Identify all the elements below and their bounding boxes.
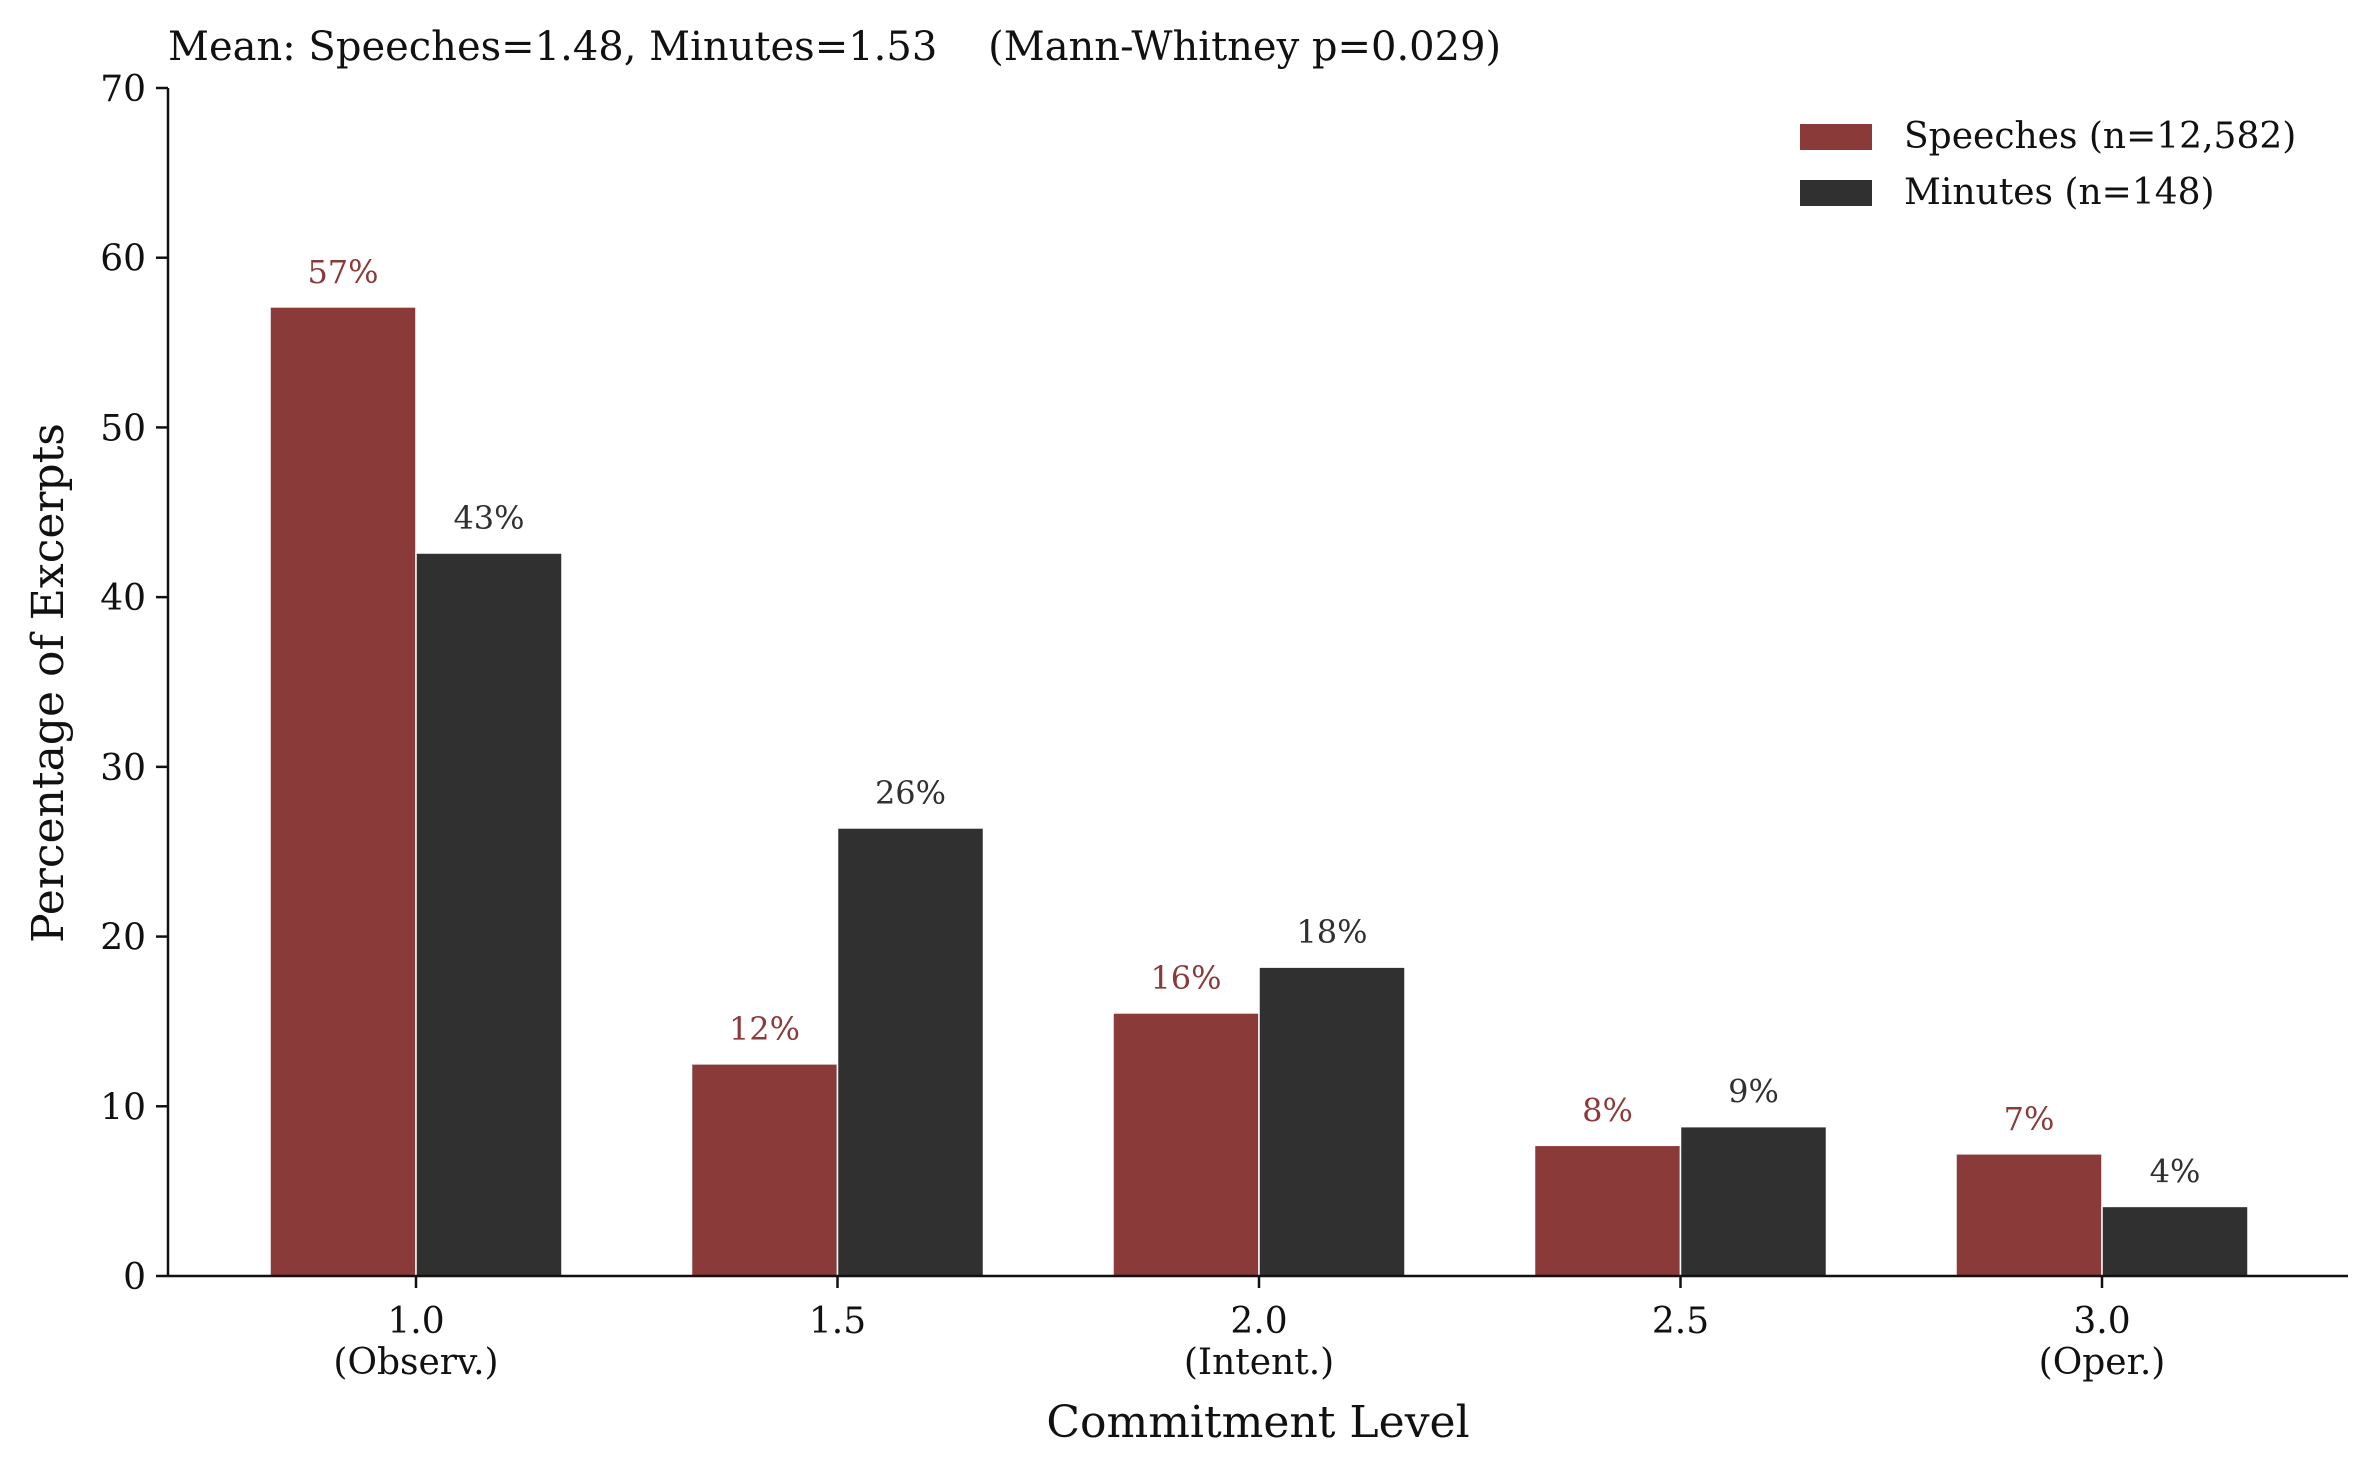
data-label: 43% bbox=[453, 499, 524, 537]
data-label: 7% bbox=[2004, 1100, 2055, 1138]
legend: Speeches (n=12,582) Minutes (n=148) bbox=[1800, 116, 2296, 213]
y-tick-label: 30 bbox=[100, 748, 146, 789]
y-tick-label: 70 bbox=[100, 69, 146, 110]
data-label: 57% bbox=[307, 253, 378, 291]
x-axis-label: Commitment Level bbox=[1046, 1397, 1469, 1448]
y-tick-label: 40 bbox=[100, 578, 146, 619]
bar-series-1-2.0 bbox=[1112, 1012, 1260, 1277]
plot-area: 57% 12% 16% 8% 7% 43% 26% 18% 9% 4% 0 10 20 30 40 50 60 7… bbox=[100, 69, 2348, 1383]
legend-label-1: Speeches (n=12,582) bbox=[1904, 116, 2296, 157]
y-tick-label: 20 bbox=[100, 918, 146, 959]
bar-series-2-1.5 bbox=[836, 827, 985, 1277]
y-tick-label: 10 bbox=[100, 1087, 146, 1128]
data-label: 9% bbox=[1728, 1073, 1779, 1111]
data-label: 12% bbox=[729, 1010, 800, 1048]
data-label: 16% bbox=[1150, 959, 1221, 997]
x-tick-sublabel: (Oper.) bbox=[2039, 1342, 2166, 1383]
x-tick-label: 1.0 bbox=[387, 1301, 444, 1342]
legend-swatch-1 bbox=[1800, 124, 1872, 150]
data-label: 26% bbox=[875, 774, 946, 812]
legend-label-2: Minutes (n=148) bbox=[1904, 172, 2215, 213]
data-label: 4% bbox=[2150, 1152, 2201, 1190]
bar-series-1-1.5 bbox=[690, 1063, 839, 1277]
x-tick-label: 3.0 bbox=[2073, 1301, 2130, 1342]
data-label: 8% bbox=[1582, 1091, 1633, 1129]
x-tick-sublabel: (Observ.) bbox=[333, 1342, 498, 1383]
bar-series-1-2.5 bbox=[1533, 1144, 1682, 1277]
bar-series-2-2.0 bbox=[1258, 966, 1406, 1277]
bar-series-2-3.0 bbox=[2101, 1205, 2249, 1277]
chart-title: Mean: Speeches=1.48, Minutes=1.53 (Mann-… bbox=[168, 24, 1501, 70]
data-label: 18% bbox=[1296, 913, 1367, 951]
x-tick-label: 1.5 bbox=[809, 1301, 866, 1342]
y-tick-label: 60 bbox=[100, 239, 146, 280]
bar-series-2-2.5 bbox=[1679, 1125, 1828, 1277]
y-tick-label: 0 bbox=[123, 1257, 146, 1298]
x-tick-sublabel: (Intent.) bbox=[1184, 1342, 1334, 1383]
x-tick-label: 2.0 bbox=[1230, 1301, 1287, 1342]
bar-series-1-3.0 bbox=[1955, 1153, 2103, 1277]
bar-series-2-1.0 bbox=[415, 552, 563, 1277]
y-tick-label: 50 bbox=[100, 408, 146, 449]
y-axis-label: Percentage of Excerpts bbox=[23, 423, 74, 943]
x-tick-label: 2.5 bbox=[1652, 1301, 1709, 1342]
bar-series-1-1.0 bbox=[269, 306, 417, 1277]
legend-swatch-2 bbox=[1800, 180, 1872, 206]
